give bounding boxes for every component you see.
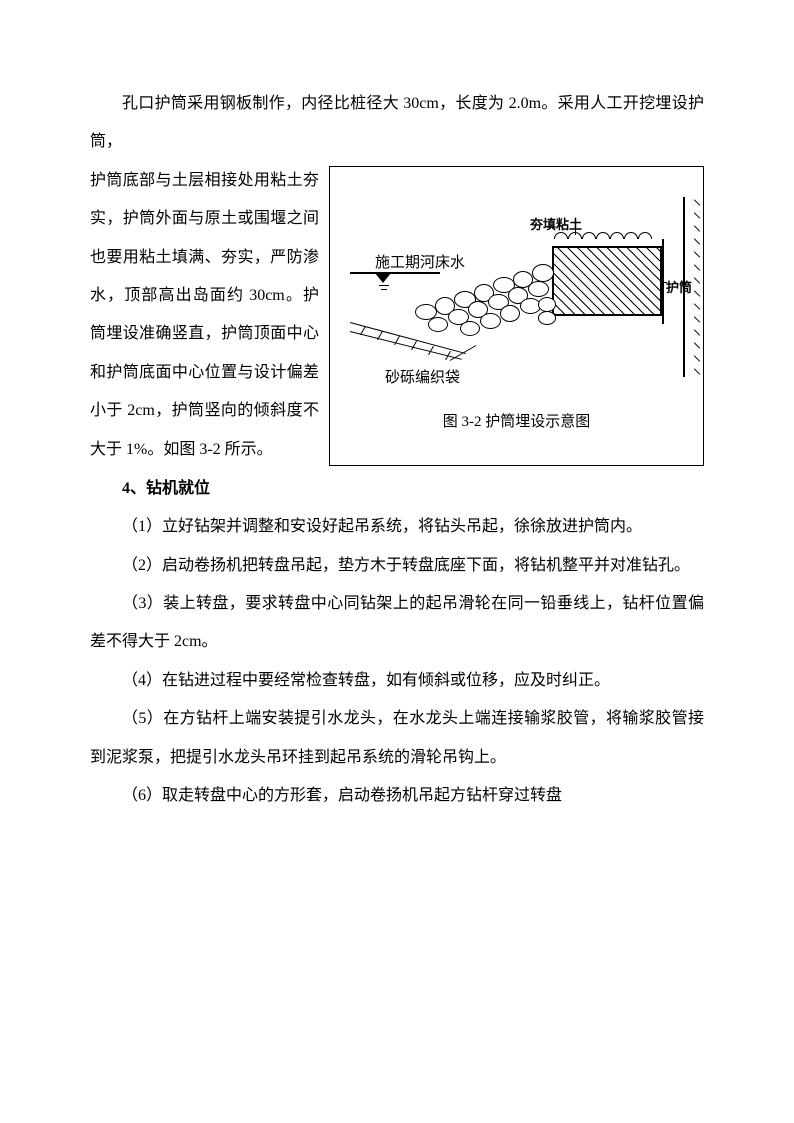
section-4: 4、钻机就位 （1）立好钻架并调整和安设好起吊系统，将钻头吊起，徐徐放进护筒内。…	[90, 470, 704, 816]
clay-arrow	[575, 225, 576, 235]
text-figure-wrap: 夯填粘土 施工期河床水 护筒 砂砾编织袋 图 3-2 护筒埋设示意图 护筒底部与…	[90, 162, 704, 469]
water-line-small2	[381, 289, 387, 290]
casing-arrow	[663, 282, 667, 283]
rock-shape	[460, 321, 480, 336]
label-casing: 护筒	[666, 272, 692, 303]
figure-3-2: 夯填粘土 施工期河床水 护筒 砂砾编织袋 图 3-2 护筒埋设示意图	[329, 166, 704, 466]
rock-shape	[500, 305, 520, 322]
rock-shape	[428, 317, 448, 332]
gravel-arrow	[450, 345, 476, 361]
paragraph-1-lead: 孔口护筒采用钢板制作，内径比桩径大 30cm，长度为 2.0m。采用人工开挖埋设…	[90, 85, 704, 162]
rock-shape	[538, 297, 556, 312]
item-4: （4）在钻进过程中要经常检查转盘，如有倾斜或位移，应及时纠正。	[90, 662, 704, 700]
item-6: （6）取走转盘中心的方形套，启动卷扬机吊起方钻杆穿过转盘	[90, 777, 704, 815]
figure-inner: 夯填粘土 施工期河床水 护筒 砂砾编织袋 图 3-2 护筒埋设示意图	[330, 167, 703, 465]
item-3: （3）装上转盘，要求转盘中心同钻架上的起吊滑轮在同一铅垂线上，钻杆位置偏差不得大…	[90, 585, 704, 662]
item-5: （5）在方钻杆上端安装提引水龙头，在水龙头上端连接输浆胶管，将输浆胶管接到泥浆泵…	[90, 700, 704, 777]
item-2: （2）启动卷扬机把转盘吊起，垫方木于转盘底座下面，将钻机整平并对准钻孔。	[90, 547, 704, 585]
label-water: 施工期河床水	[375, 245, 465, 281]
water-line-small1	[379, 285, 389, 286]
rock-shape	[528, 281, 549, 297]
rock-shape	[480, 313, 501, 329]
rock-shape	[538, 311, 556, 325]
rock-shape	[532, 264, 554, 282]
casing-crosshatch	[552, 246, 662, 316]
item-1: （1）立好钻架并调整和安设好起吊系统，将钻头吊起，徐徐放进护筒内。	[90, 508, 704, 546]
heading-4: 4、钻机就位	[90, 470, 704, 508]
figure-caption: 图 3-2 护筒埋设示意图	[330, 404, 703, 440]
label-gravel: 砂砾编织袋	[385, 360, 460, 396]
document-content: 孔口护筒采用钢板制作，内径比桩径大 30cm，长度为 2.0m。采用人工开挖埋设…	[90, 85, 704, 815]
